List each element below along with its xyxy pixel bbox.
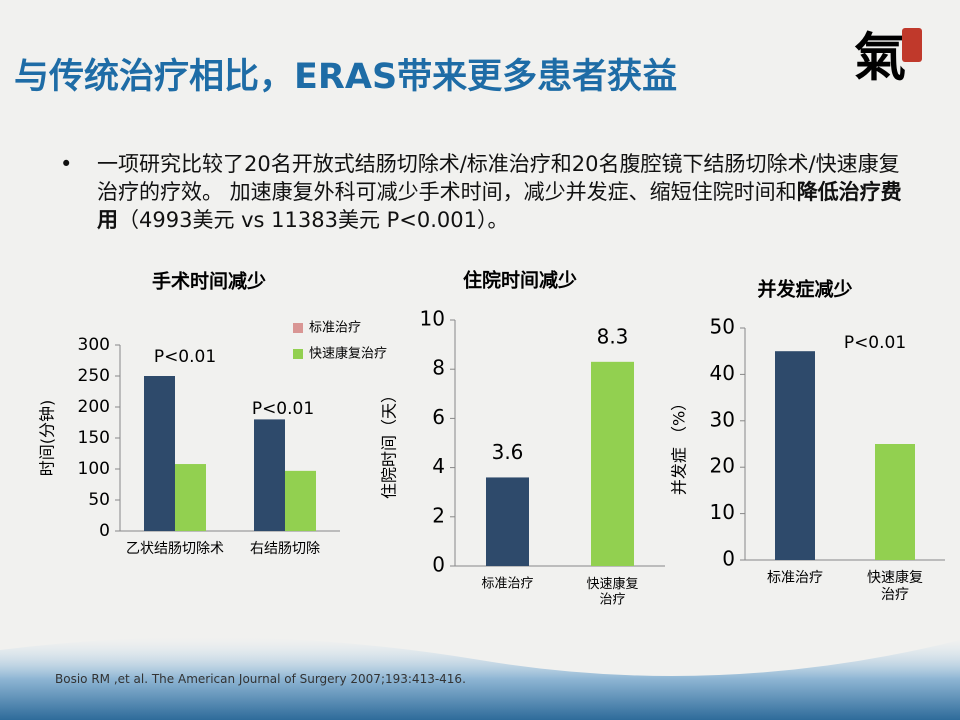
y-tick-label: 100 <box>78 459 110 479</box>
y-tick-label: 8 <box>432 356 445 380</box>
bar <box>775 351 815 560</box>
y-tick-label: 0 <box>432 553 445 577</box>
y-tick-label: 300 <box>78 335 110 355</box>
x-tick-label: 快速康复治疗 <box>586 576 638 608</box>
bullet-part: （4993美元 vs 11383美元 P<0.001）。 <box>118 208 509 232</box>
annotation: P<0.01 <box>844 333 906 353</box>
y-tick-label: 50 <box>88 490 110 510</box>
legend-label: 快速康复治疗 <box>309 346 387 362</box>
bar <box>591 361 634 566</box>
bullet-text: 一项研究比较了20名开放式结肠切除术/标准治疗和20名腹腔镜下结肠切除术/快速康… <box>97 150 917 234</box>
slide-title: 与传统治疗相比，ERAS带来更多患者获益 <box>14 57 678 97</box>
chart-title: 住院时间减少 <box>463 269 577 292</box>
bar <box>285 470 316 531</box>
citation: Bosio RM ,et al. The American Journal of… <box>55 672 466 686</box>
value-label: 3.6 <box>492 440 524 464</box>
y-tick-label: 2 <box>432 503 445 527</box>
chart-title: 并发症减少 <box>757 278 852 301</box>
bar <box>254 419 285 531</box>
chart-title: 手术时间减少 <box>152 270 266 293</box>
bullet-dot: • <box>60 152 73 176</box>
y-tick-label: 0 <box>722 547 735 571</box>
y-tick-label: 10 <box>710 500 735 524</box>
bar <box>486 477 529 566</box>
annotation: P<0.01 <box>154 347 216 367</box>
y-tick-label: 50 <box>710 315 735 339</box>
y-axis-label: 时间(分钟) <box>38 400 57 477</box>
x-tick-label: 乙状结肠切除术 <box>126 541 224 557</box>
x-tick-label: 右结肠切除 <box>250 541 320 557</box>
y-tick-label: 150 <box>78 428 110 448</box>
y-tick-label: 20 <box>710 454 735 478</box>
bar <box>875 444 915 560</box>
value-label: 8.3 <box>597 324 629 348</box>
y-tick-label: 40 <box>710 361 735 385</box>
x-tick-label: 快速康复治疗 <box>867 569 923 603</box>
y-tick-label: 200 <box>78 397 110 417</box>
y-tick-label: 250 <box>78 366 110 386</box>
bar <box>175 464 206 531</box>
y-tick-label: 10 <box>420 307 445 331</box>
x-tick-label: 标准治疗 <box>767 570 823 586</box>
water-decoration <box>0 637 960 720</box>
x-tick-label: 标准治疗 <box>481 577 533 592</box>
y-tick-label: 30 <box>710 407 735 431</box>
y-tick-label: 0 <box>99 521 110 541</box>
logo: 氣 <box>854 28 922 89</box>
y-axis-label: 住院时间（天） <box>380 387 399 499</box>
y-axis-label: 并发症 （%） <box>670 395 689 495</box>
svg-text:氣: 氣 <box>854 28 906 89</box>
annotation: P<0.01 <box>252 399 314 419</box>
legend-label: 标准治疗 <box>309 321 361 336</box>
y-tick-label: 4 <box>432 454 445 478</box>
bullet-part: 一项研究比较了20名开放式结肠切除术/标准治疗和20名腹腔镜下结肠切除术/快速康… <box>97 152 900 204</box>
bullet-bold: 降低治疗费用 <box>97 180 902 232</box>
legend-swatch <box>293 323 303 333</box>
bar <box>144 376 175 531</box>
y-tick-label: 6 <box>432 405 445 429</box>
legend-swatch <box>293 349 303 359</box>
